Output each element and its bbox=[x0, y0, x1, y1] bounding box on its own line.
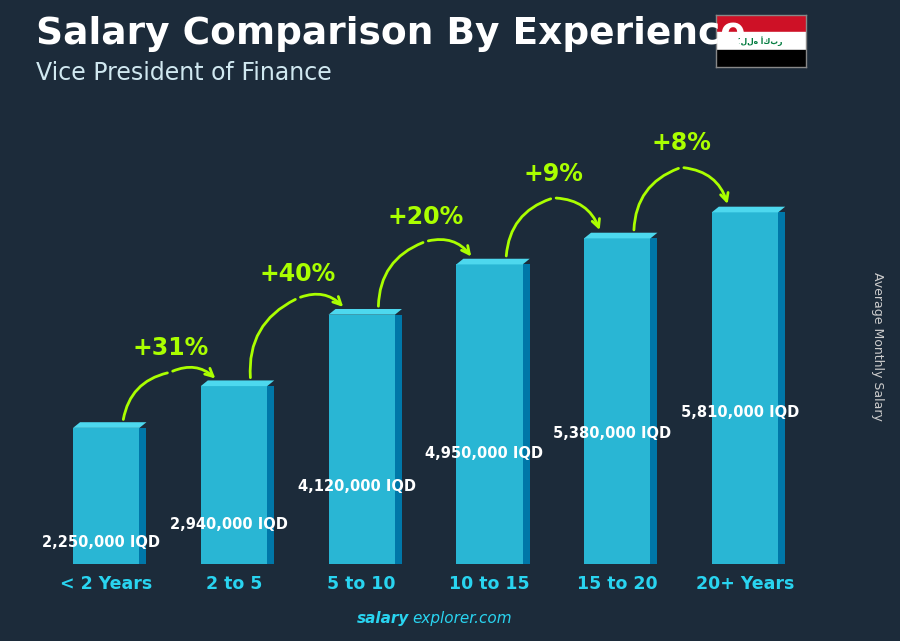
Text: +8%: +8% bbox=[652, 131, 711, 155]
Polygon shape bbox=[328, 309, 402, 315]
Text: 5,810,000 IQD: 5,810,000 IQD bbox=[680, 405, 799, 420]
Polygon shape bbox=[584, 233, 658, 238]
FancyBboxPatch shape bbox=[328, 315, 395, 564]
Polygon shape bbox=[778, 212, 785, 564]
Text: explorer.com: explorer.com bbox=[412, 611, 512, 626]
Polygon shape bbox=[140, 428, 147, 564]
Bar bbox=[716, 32, 806, 50]
FancyBboxPatch shape bbox=[712, 212, 778, 564]
Bar bbox=[716, 50, 806, 67]
Polygon shape bbox=[523, 264, 530, 564]
Text: 4,950,000 IQD: 4,950,000 IQD bbox=[426, 445, 544, 461]
Polygon shape bbox=[201, 380, 274, 386]
Polygon shape bbox=[712, 206, 785, 212]
Text: Salary Comparison By Experience: Salary Comparison By Experience bbox=[36, 16, 746, 52]
Text: 4,120,000 IQD: 4,120,000 IQD bbox=[298, 479, 416, 494]
Polygon shape bbox=[456, 259, 530, 264]
Polygon shape bbox=[73, 422, 147, 428]
Text: +9%: +9% bbox=[524, 162, 583, 186]
Polygon shape bbox=[395, 315, 402, 564]
Text: 2,940,000 IQD: 2,940,000 IQD bbox=[170, 517, 288, 533]
Text: +31%: +31% bbox=[132, 336, 208, 360]
FancyBboxPatch shape bbox=[73, 428, 140, 564]
Polygon shape bbox=[651, 238, 658, 564]
Text: Vice President of Finance: Vice President of Finance bbox=[36, 61, 332, 85]
Polygon shape bbox=[267, 386, 274, 564]
FancyBboxPatch shape bbox=[584, 238, 651, 564]
Text: +40%: +40% bbox=[260, 262, 336, 286]
Text: 2,250,000 IQD: 2,250,000 IQD bbox=[42, 535, 160, 550]
FancyBboxPatch shape bbox=[201, 386, 267, 564]
FancyBboxPatch shape bbox=[456, 264, 523, 564]
Text: 5,380,000 IQD: 5,380,000 IQD bbox=[554, 426, 671, 441]
Text: +20%: +20% bbox=[388, 205, 464, 229]
Text: Average Monthly Salary: Average Monthly Salary bbox=[871, 272, 884, 420]
Text: salary: salary bbox=[357, 611, 410, 626]
Bar bbox=[716, 15, 806, 32]
Text: الله أكبر: الله أكبر bbox=[738, 36, 783, 46]
